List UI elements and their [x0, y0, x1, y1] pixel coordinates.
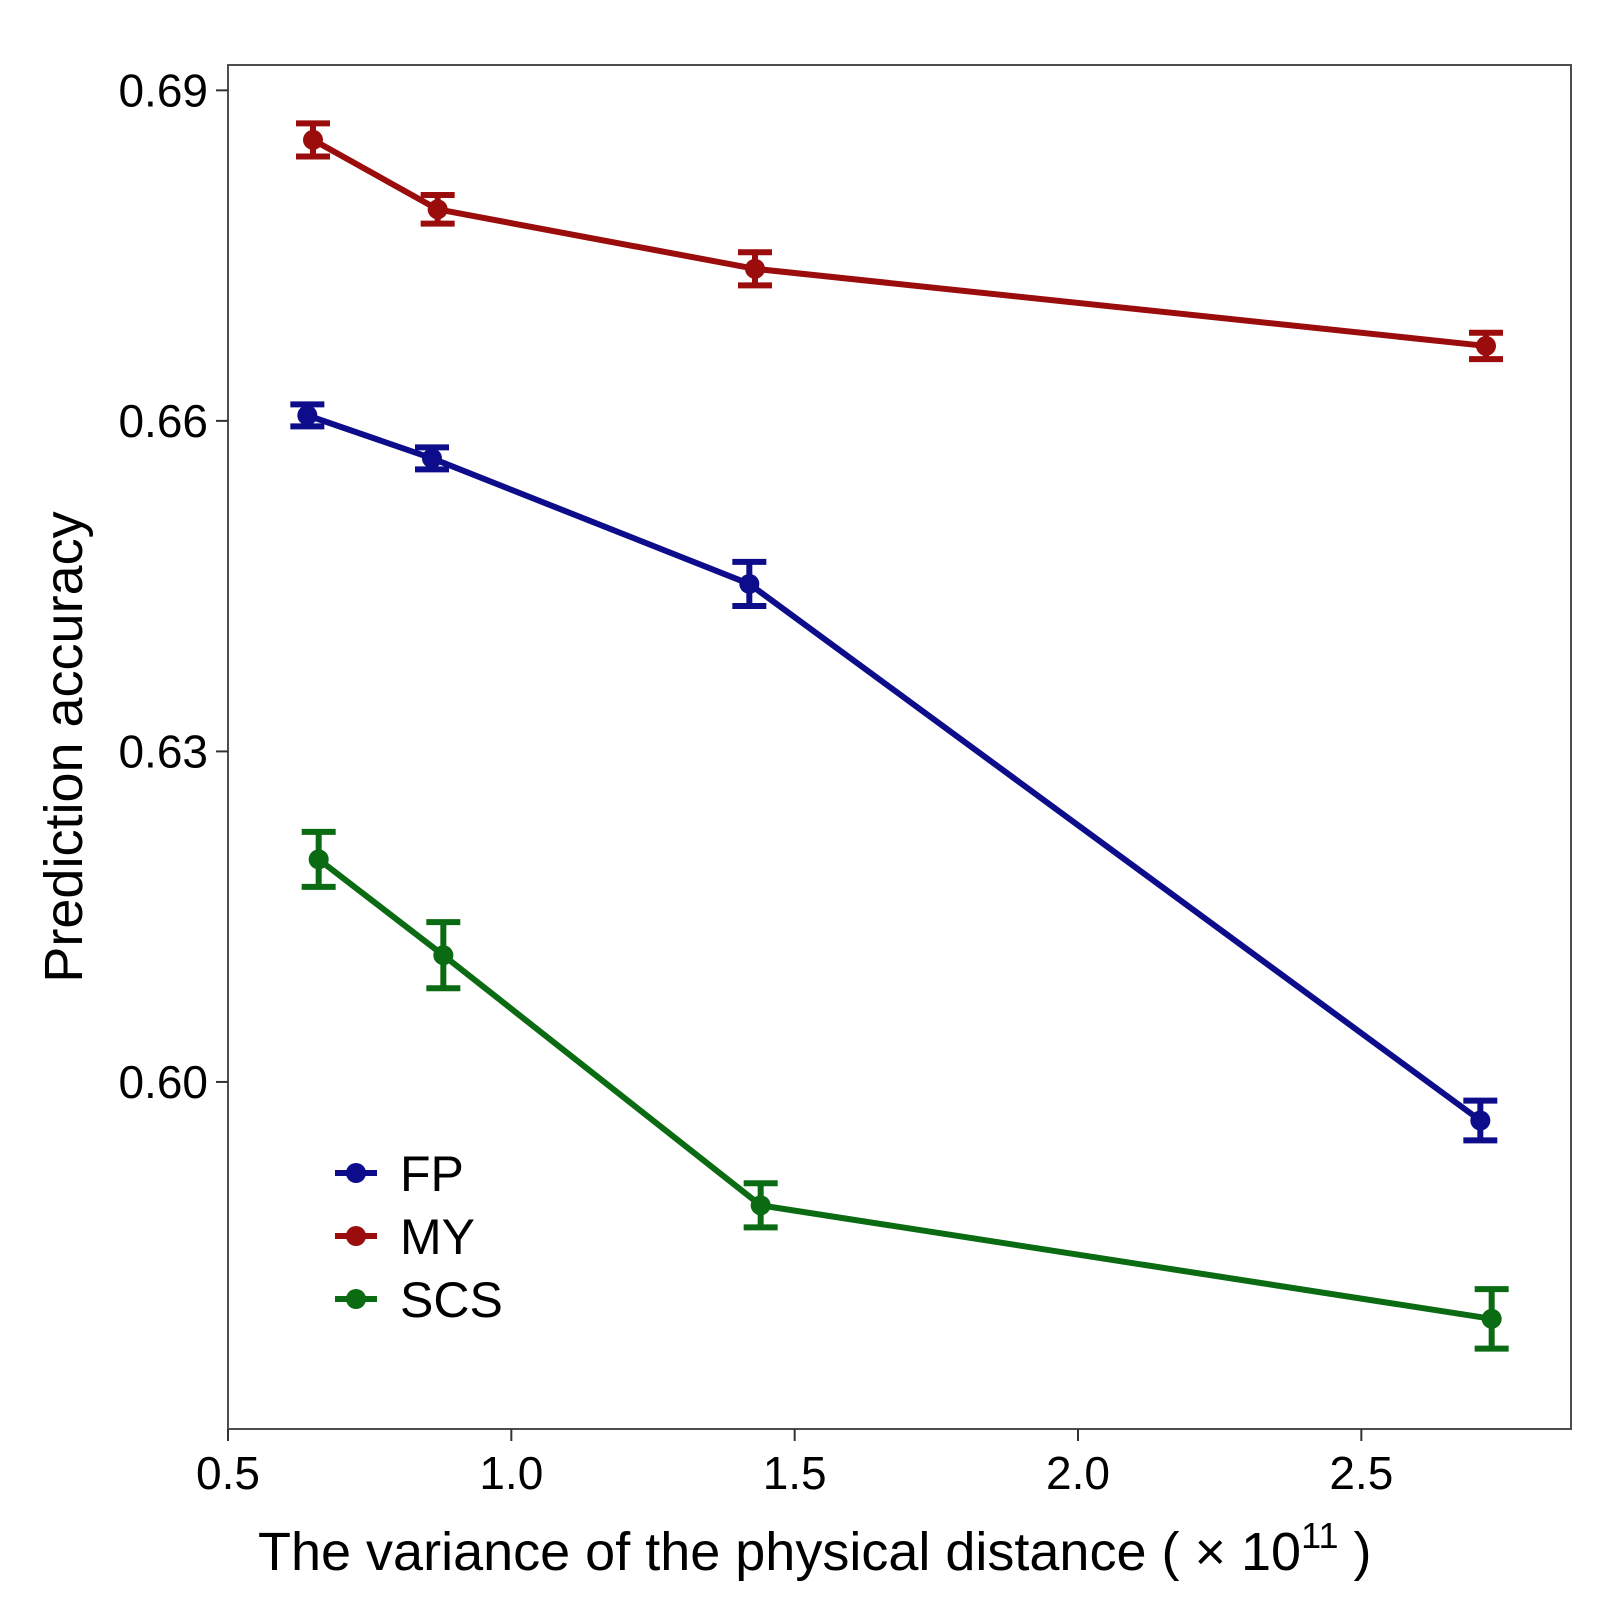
data-point-scs: [433, 945, 454, 966]
data-point-fp: [1470, 1110, 1491, 1131]
x-tick-label: 1.0: [479, 1447, 543, 1499]
y-axis-title: Prediction accuracy: [34, 511, 94, 982]
data-point-scs: [1481, 1308, 1502, 1329]
x-tick-label: 0.5: [196, 1447, 260, 1499]
y-axis-ticks: 0.60 0.63 0.66 0.69: [118, 64, 228, 1108]
x-axis-title-exponent: 11: [1301, 1515, 1338, 1556]
series-scs: [301, 828, 1509, 1352]
data-point-my: [303, 129, 323, 150]
x-axis-ticks: 0.5 1.0 1.5 2.0 2.5: [196, 1429, 1393, 1499]
legend-marker-fp: [346, 1163, 366, 1183]
x-tick-label: 2.5: [1329, 1447, 1393, 1499]
x-axis-title-main: The variance of the physical distance ( …: [258, 1522, 1301, 1582]
series-layer: [290, 120, 1509, 1352]
y-tick-label: 0.69: [118, 64, 208, 116]
series-my: [296, 120, 1503, 363]
data-point-fp: [422, 448, 442, 469]
y-tick-label: 0.63: [118, 725, 208, 777]
data-point-scs: [308, 849, 329, 870]
x-axis-title: The variance of the physical distance ( …: [258, 1515, 1371, 1582]
y-tick-label: 0.66: [118, 395, 208, 447]
series-line-fp: [306, 412, 1483, 1123]
data-point-scs: [750, 1195, 771, 1216]
series-line-scs: [316, 857, 1493, 1322]
data-point-fp: [297, 405, 318, 426]
legend-label-fp: FP: [400, 1146, 464, 1202]
data-point-my: [1476, 335, 1496, 356]
y-tick-label: 0.60: [118, 1056, 208, 1108]
x-tick-label: 1.5: [763, 1447, 827, 1499]
x-tick-label: 2.0: [1046, 1447, 1110, 1499]
data-point-fp: [739, 573, 760, 594]
legend-marker-my: [346, 1226, 366, 1246]
legend: FP MY SCS: [335, 1146, 503, 1328]
legend-label-my: MY: [400, 1209, 475, 1265]
data-point-my: [427, 199, 448, 220]
x-axis-title-close: ): [1338, 1522, 1371, 1582]
series-fp: [290, 401, 1498, 1144]
legend-label-scs: SCS: [400, 1272, 503, 1328]
series-line-my: [311, 137, 1487, 349]
legend-marker-scs: [346, 1289, 366, 1309]
data-point-my: [745, 258, 765, 279]
plot-panel: [227, 64, 1572, 1430]
